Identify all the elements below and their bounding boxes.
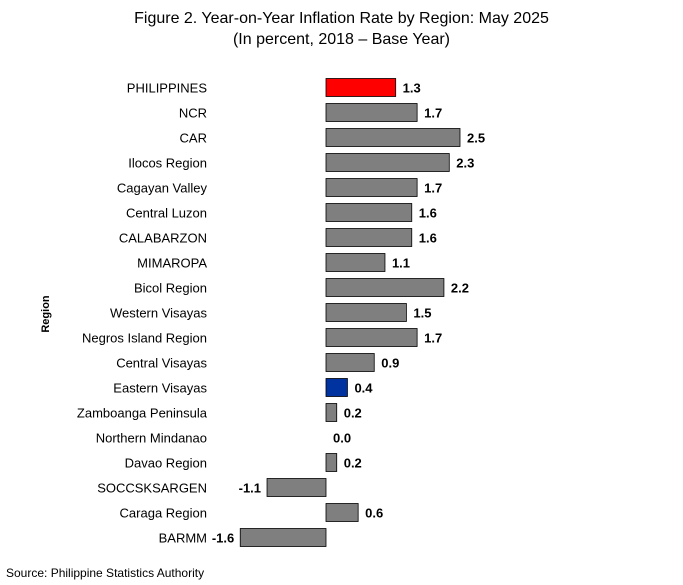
category-label-ilocos-region: Ilocos Region bbox=[128, 156, 207, 171]
bar-cagayan-valley bbox=[325, 178, 418, 197]
category-label-davao-region: Davao Region bbox=[125, 456, 207, 471]
category-label-northern-mindanao: Northern Mindanao bbox=[96, 431, 207, 446]
chart-title: Figure 2. Year-on-Year Inflation Rate by… bbox=[134, 10, 549, 27]
chart-title-block: Figure 2. Year-on-Year Inflation Rate by… bbox=[0, 8, 683, 50]
category-label-mimaropa: MIMAROPA bbox=[137, 256, 207, 271]
category-label-central-visayas: Central Visayas bbox=[116, 356, 207, 371]
data-label-soccsksargen: -1.1 bbox=[239, 481, 261, 496]
bar-zamboanga-peninsula bbox=[325, 403, 338, 422]
data-label-ncr: 1.7 bbox=[424, 106, 442, 121]
bar-western-visayas bbox=[325, 303, 407, 322]
category-label-car: CAR bbox=[180, 131, 207, 146]
bar-soccsksargen bbox=[266, 478, 327, 497]
category-label-ncr: NCR bbox=[179, 106, 207, 121]
bar-negros-island-region bbox=[325, 328, 418, 347]
category-label-calabarzon: CALABARZON bbox=[119, 231, 207, 246]
category-label-negros-island-region: Negros Island Region bbox=[82, 331, 207, 346]
data-label-mimaropa: 1.1 bbox=[392, 256, 410, 271]
y-axis-label: Region bbox=[40, 295, 52, 333]
data-label-central-visayas: 0.9 bbox=[381, 356, 399, 371]
data-label-davao-region: 0.2 bbox=[344, 456, 362, 471]
data-label-calabarzon: 1.6 bbox=[419, 231, 437, 246]
bar-bicol-region bbox=[325, 278, 445, 297]
category-label-eastern-visayas: Eastern Visayas bbox=[113, 381, 207, 396]
bar-caraga-region bbox=[325, 503, 359, 522]
category-label-barmm: BARMM bbox=[159, 531, 207, 546]
data-label-negros-island-region: 1.7 bbox=[424, 331, 442, 346]
data-label-philippines: 1.3 bbox=[403, 81, 421, 96]
category-label-zamboanga-peninsula: Zamboanga Peninsula bbox=[77, 406, 208, 421]
bar-davao-region bbox=[325, 453, 338, 472]
source-note: Source: Philippine Statistics Authority bbox=[6, 566, 205, 580]
data-label-zamboanga-peninsula: 0.2 bbox=[344, 406, 362, 421]
bar-barmm bbox=[239, 528, 327, 547]
category-label-bicol-region: Bicol Region bbox=[134, 281, 207, 296]
category-label-soccsksargen: SOCCSKSARGEN bbox=[97, 481, 207, 496]
data-label-ilocos-region: 2.3 bbox=[456, 156, 474, 171]
bar-central-visayas bbox=[325, 353, 375, 372]
data-label-northern-mindanao: 0.0 bbox=[333, 431, 351, 446]
bar-ilocos-region bbox=[325, 153, 450, 172]
category-label-caraga-region: Caraga Region bbox=[120, 506, 207, 521]
bar-mimaropa bbox=[325, 253, 386, 272]
data-label-bicol-region: 2.2 bbox=[451, 281, 469, 296]
bar-ncr bbox=[325, 103, 418, 122]
bar-philippines bbox=[325, 78, 397, 97]
data-label-barmm: -1.6 bbox=[212, 531, 234, 546]
bar-car bbox=[325, 128, 461, 147]
bar-calabarzon bbox=[325, 228, 413, 247]
data-label-eastern-visayas: 0.4 bbox=[354, 381, 373, 396]
bar-eastern-visayas bbox=[325, 378, 348, 397]
chart-subtitle: (In percent, 2018 – Base Year) bbox=[232, 31, 451, 48]
data-label-cagayan-valley: 1.7 bbox=[424, 181, 442, 196]
category-label-western-visayas: Western Visayas bbox=[110, 306, 208, 321]
data-label-western-visayas: 1.5 bbox=[413, 306, 431, 321]
category-label-central-luzon: Central Luzon bbox=[126, 206, 207, 221]
bar-central-luzon bbox=[325, 203, 413, 222]
data-label-car: 2.5 bbox=[467, 131, 485, 146]
data-label-central-luzon: 1.6 bbox=[419, 206, 437, 221]
category-label-cagayan-valley: Cagayan Valley bbox=[117, 181, 208, 196]
category-label-philippines: PHILIPPINES bbox=[127, 81, 208, 96]
data-label-caraga-region: 0.6 bbox=[365, 506, 383, 521]
